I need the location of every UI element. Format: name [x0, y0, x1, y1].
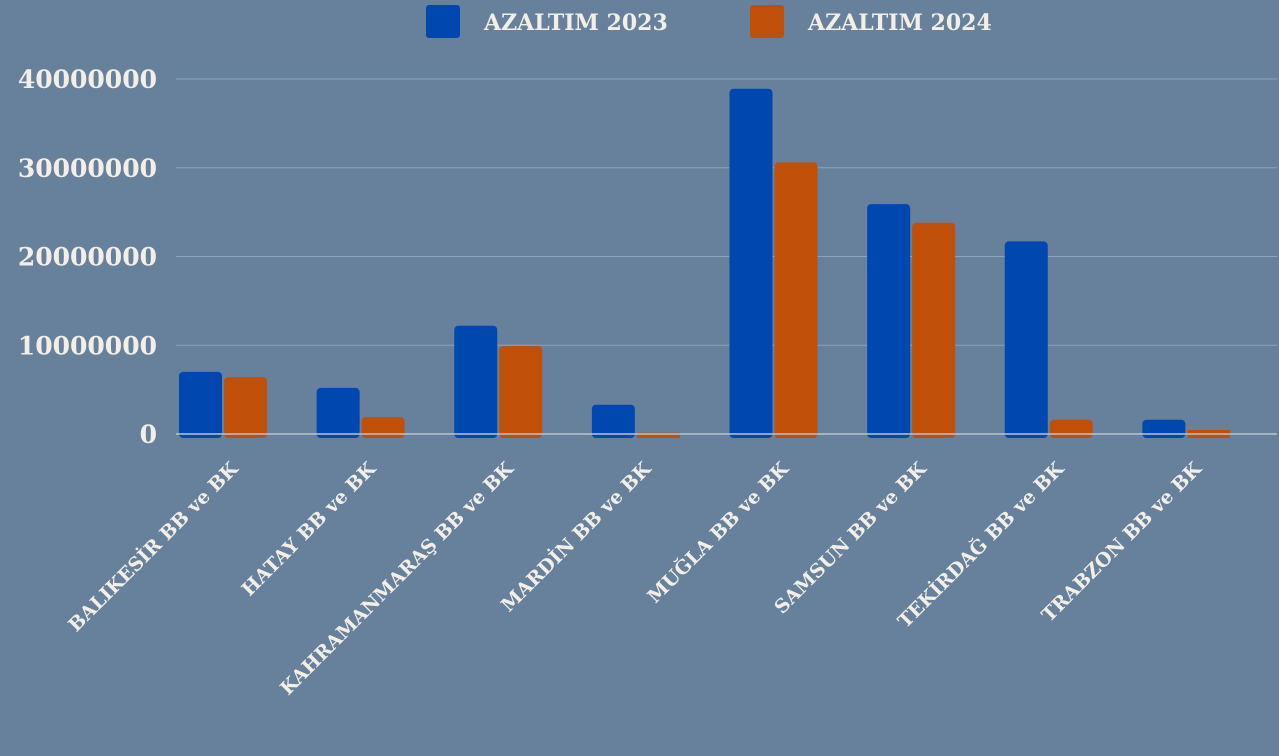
- legend-label: AZALTIM 2024: [807, 10, 992, 36]
- legend-label: AZALTIM 2023: [483, 10, 668, 36]
- bar-2024: [1049, 419, 1093, 438]
- x-tick-label: BALIKESİR BB ve BK: [64, 456, 244, 636]
- x-tick-label: HATAY BB ve BK: [237, 457, 381, 601]
- bar-2024: [774, 162, 818, 439]
- x-tick-label: MUĞLA BB ve BK: [643, 456, 794, 607]
- y-tick-label: 0: [140, 420, 157, 449]
- y-axis-ticks: 0 10000000 20000000 30000000 40000000: [18, 65, 157, 449]
- bar-2023: [1142, 419, 1186, 438]
- y-tick-label: 40000000: [18, 65, 157, 94]
- bar-2024: [499, 346, 543, 438]
- x-tick-label: MARDİN BB ve BK: [496, 456, 656, 616]
- y-tick-label: 30000000: [18, 154, 157, 183]
- x-tick-label: SAMSUN BB ve BK: [770, 457, 931, 618]
- bar-2024: [912, 222, 956, 438]
- bar-2023: [591, 404, 635, 438]
- bar-2023: [729, 88, 773, 438]
- y-tick-label: 10000000: [18, 331, 157, 360]
- bar-2023: [1004, 241, 1048, 438]
- bar-2024: [224, 377, 267, 438]
- x-tick-label: KAHRAMANMARAŞ BB ve BK: [276, 457, 519, 700]
- legend-swatch: [426, 5, 460, 38]
- legend-swatch: [750, 5, 784, 38]
- bar-2023: [316, 387, 360, 438]
- bars: [179, 88, 1231, 439]
- bar-2023: [454, 325, 498, 438]
- bar-2024: [361, 417, 405, 438]
- bar-2023: [867, 204, 911, 438]
- bar-2023: [179, 371, 222, 438]
- grid-lines: [176, 78, 1277, 346]
- y-tick-label: 20000000: [18, 243, 157, 272]
- x-tick-label: TRABZON BB ve BK: [1037, 457, 1206, 626]
- legend: AZALTIM 2023 AZALTIM 2024: [426, 5, 992, 38]
